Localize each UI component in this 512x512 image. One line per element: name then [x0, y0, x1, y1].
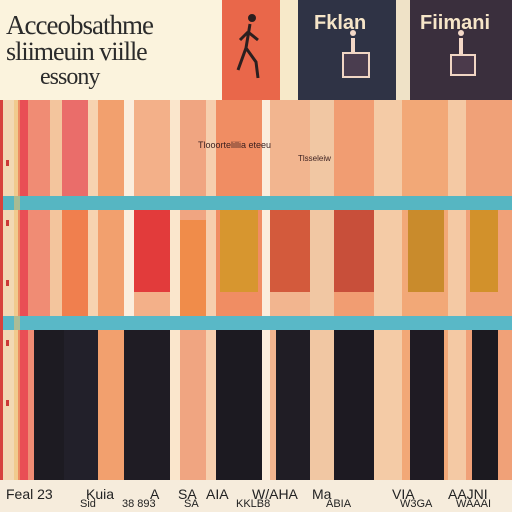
panel-dark-left: Fklan — [298, 0, 396, 100]
tick — [6, 400, 9, 406]
stripe — [310, 100, 334, 480]
footer: Feal 23 Kuia A SA AIA W/AHA Ma VIA AAJNI… — [0, 480, 512, 512]
title-line-3: essony — [40, 64, 100, 90]
title-line-1: Acceobsathme — [6, 10, 154, 40]
grid-body: Tlooortelillia eteeu Tlsseleiw — [0, 100, 512, 480]
edge — [0, 100, 3, 480]
stripe — [170, 100, 180, 480]
bar — [472, 330, 498, 480]
tick — [6, 340, 9, 346]
teal-band — [0, 316, 512, 330]
stripe — [0, 100, 18, 480]
edge — [14, 100, 20, 480]
footer-label: Ma — [312, 486, 332, 502]
tick — [6, 220, 9, 226]
figure-icon — [456, 30, 466, 70]
footer-label: AIA — [206, 486, 229, 502]
figure-body-icon — [342, 52, 370, 78]
block — [470, 210, 498, 292]
panel-left-label: Fklan — [314, 12, 367, 34]
stripe — [124, 100, 134, 480]
panel-gap — [396, 0, 410, 100]
bar — [64, 330, 98, 480]
figure-body-icon — [450, 54, 476, 76]
header: Acceobsathme sliimeuin viille essony Fkl… — [0, 0, 512, 100]
block — [180, 220, 206, 316]
block — [220, 210, 258, 292]
stripe — [206, 100, 216, 480]
block — [134, 210, 170, 292]
bar — [216, 330, 262, 480]
footer-small: KKLB8 — [236, 498, 271, 510]
stripe — [448, 100, 466, 480]
panel-red — [222, 0, 280, 100]
bar — [34, 330, 64, 480]
footer-small: 38 893 — [122, 498, 156, 510]
block — [334, 210, 374, 292]
block — [270, 210, 310, 292]
bar — [124, 330, 170, 480]
bar — [410, 330, 444, 480]
runner-icon — [236, 14, 260, 79]
stripe — [374, 100, 402, 480]
footer-label: Feal 23 — [6, 486, 53, 502]
teal-band — [0, 196, 512, 210]
footer-label: Kuia — [86, 486, 115, 502]
panel-dark-right: Fiimani — [410, 0, 512, 100]
footer-label: SA — [178, 486, 197, 502]
panel-right-label: Fiimani — [420, 12, 491, 34]
footer-small: ABIA — [326, 498, 352, 510]
stripe — [88, 100, 98, 480]
footer-label: A — [150, 486, 160, 502]
footer-label: AAJNI — [448, 486, 488, 502]
annotation-2: Tlsseleiw — [298, 154, 331, 163]
stripe — [18, 100, 28, 480]
block — [62, 210, 88, 316]
footer-label: VIA — [392, 486, 415, 502]
footer-small: Sid — [80, 498, 96, 510]
title-line-2: sliimeuin viille — [6, 37, 148, 66]
footer-small: SA — [184, 498, 199, 510]
tick — [6, 280, 9, 286]
bar — [334, 330, 374, 480]
bar — [276, 330, 310, 480]
annotation-1: Tlooortelillia eteeu — [198, 140, 272, 150]
stripe — [262, 100, 270, 480]
stripe — [98, 100, 124, 480]
block — [408, 210, 444, 292]
panel-cream — [280, 0, 298, 100]
footer-label: W/AHA — [252, 486, 298, 502]
footer-small: W3GA — [400, 498, 433, 510]
tick — [6, 160, 9, 166]
footer-small: WAAAI — [456, 498, 492, 510]
title-block: Acceobsathme sliimeuin viille essony — [0, 0, 222, 100]
